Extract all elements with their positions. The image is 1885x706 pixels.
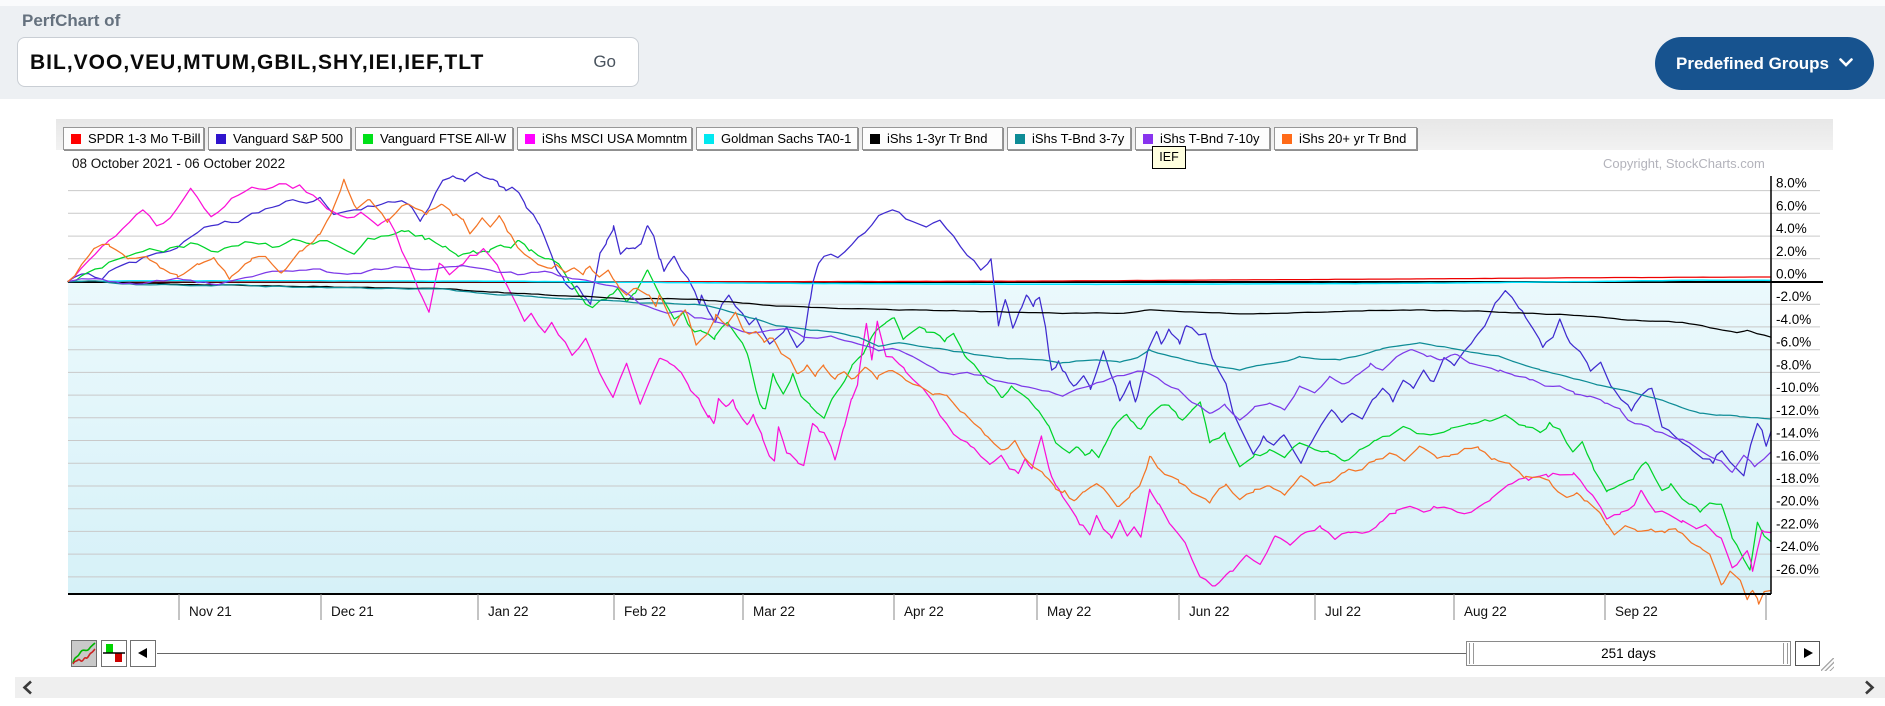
- svg-text:-14.0%: -14.0%: [1776, 426, 1819, 441]
- svg-text:-2.0%: -2.0%: [1776, 289, 1811, 304]
- svg-text:-22.0%: -22.0%: [1776, 516, 1819, 531]
- svg-text:2.0%: 2.0%: [1776, 244, 1807, 259]
- svg-text:Jul 22: Jul 22: [1325, 604, 1361, 619]
- svg-text:Feb 22: Feb 22: [624, 604, 666, 619]
- svg-text:4.0%: 4.0%: [1776, 221, 1807, 236]
- svg-text:Aug 22: Aug 22: [1464, 604, 1507, 619]
- svg-text:Dec 21: Dec 21: [331, 604, 374, 619]
- svg-text:Jan 22: Jan 22: [488, 604, 529, 619]
- svg-text:-24.0%: -24.0%: [1776, 539, 1819, 554]
- svg-text:Sep 22: Sep 22: [1615, 604, 1658, 619]
- svg-text:-10.0%: -10.0%: [1776, 380, 1819, 395]
- svg-text:-26.0%: -26.0%: [1776, 562, 1819, 577]
- svg-text:-20.0%: -20.0%: [1776, 494, 1819, 509]
- svg-text:0.0%: 0.0%: [1776, 267, 1807, 282]
- svg-text:Mar 22: Mar 22: [753, 604, 795, 619]
- svg-text:-4.0%: -4.0%: [1776, 312, 1811, 327]
- svg-text:-12.0%: -12.0%: [1776, 403, 1819, 418]
- svg-text:8.0%: 8.0%: [1776, 176, 1807, 191]
- svg-text:Jun 22: Jun 22: [1189, 604, 1230, 619]
- svg-text:Apr 22: Apr 22: [904, 604, 944, 619]
- svg-text:-6.0%: -6.0%: [1776, 335, 1811, 350]
- svg-text:-8.0%: -8.0%: [1776, 357, 1811, 372]
- svg-text:6.0%: 6.0%: [1776, 198, 1807, 213]
- svg-text:Nov 21: Nov 21: [189, 604, 232, 619]
- svg-text:-18.0%: -18.0%: [1776, 471, 1819, 486]
- svg-text:-16.0%: -16.0%: [1776, 448, 1819, 463]
- svg-text:May 22: May 22: [1047, 604, 1091, 619]
